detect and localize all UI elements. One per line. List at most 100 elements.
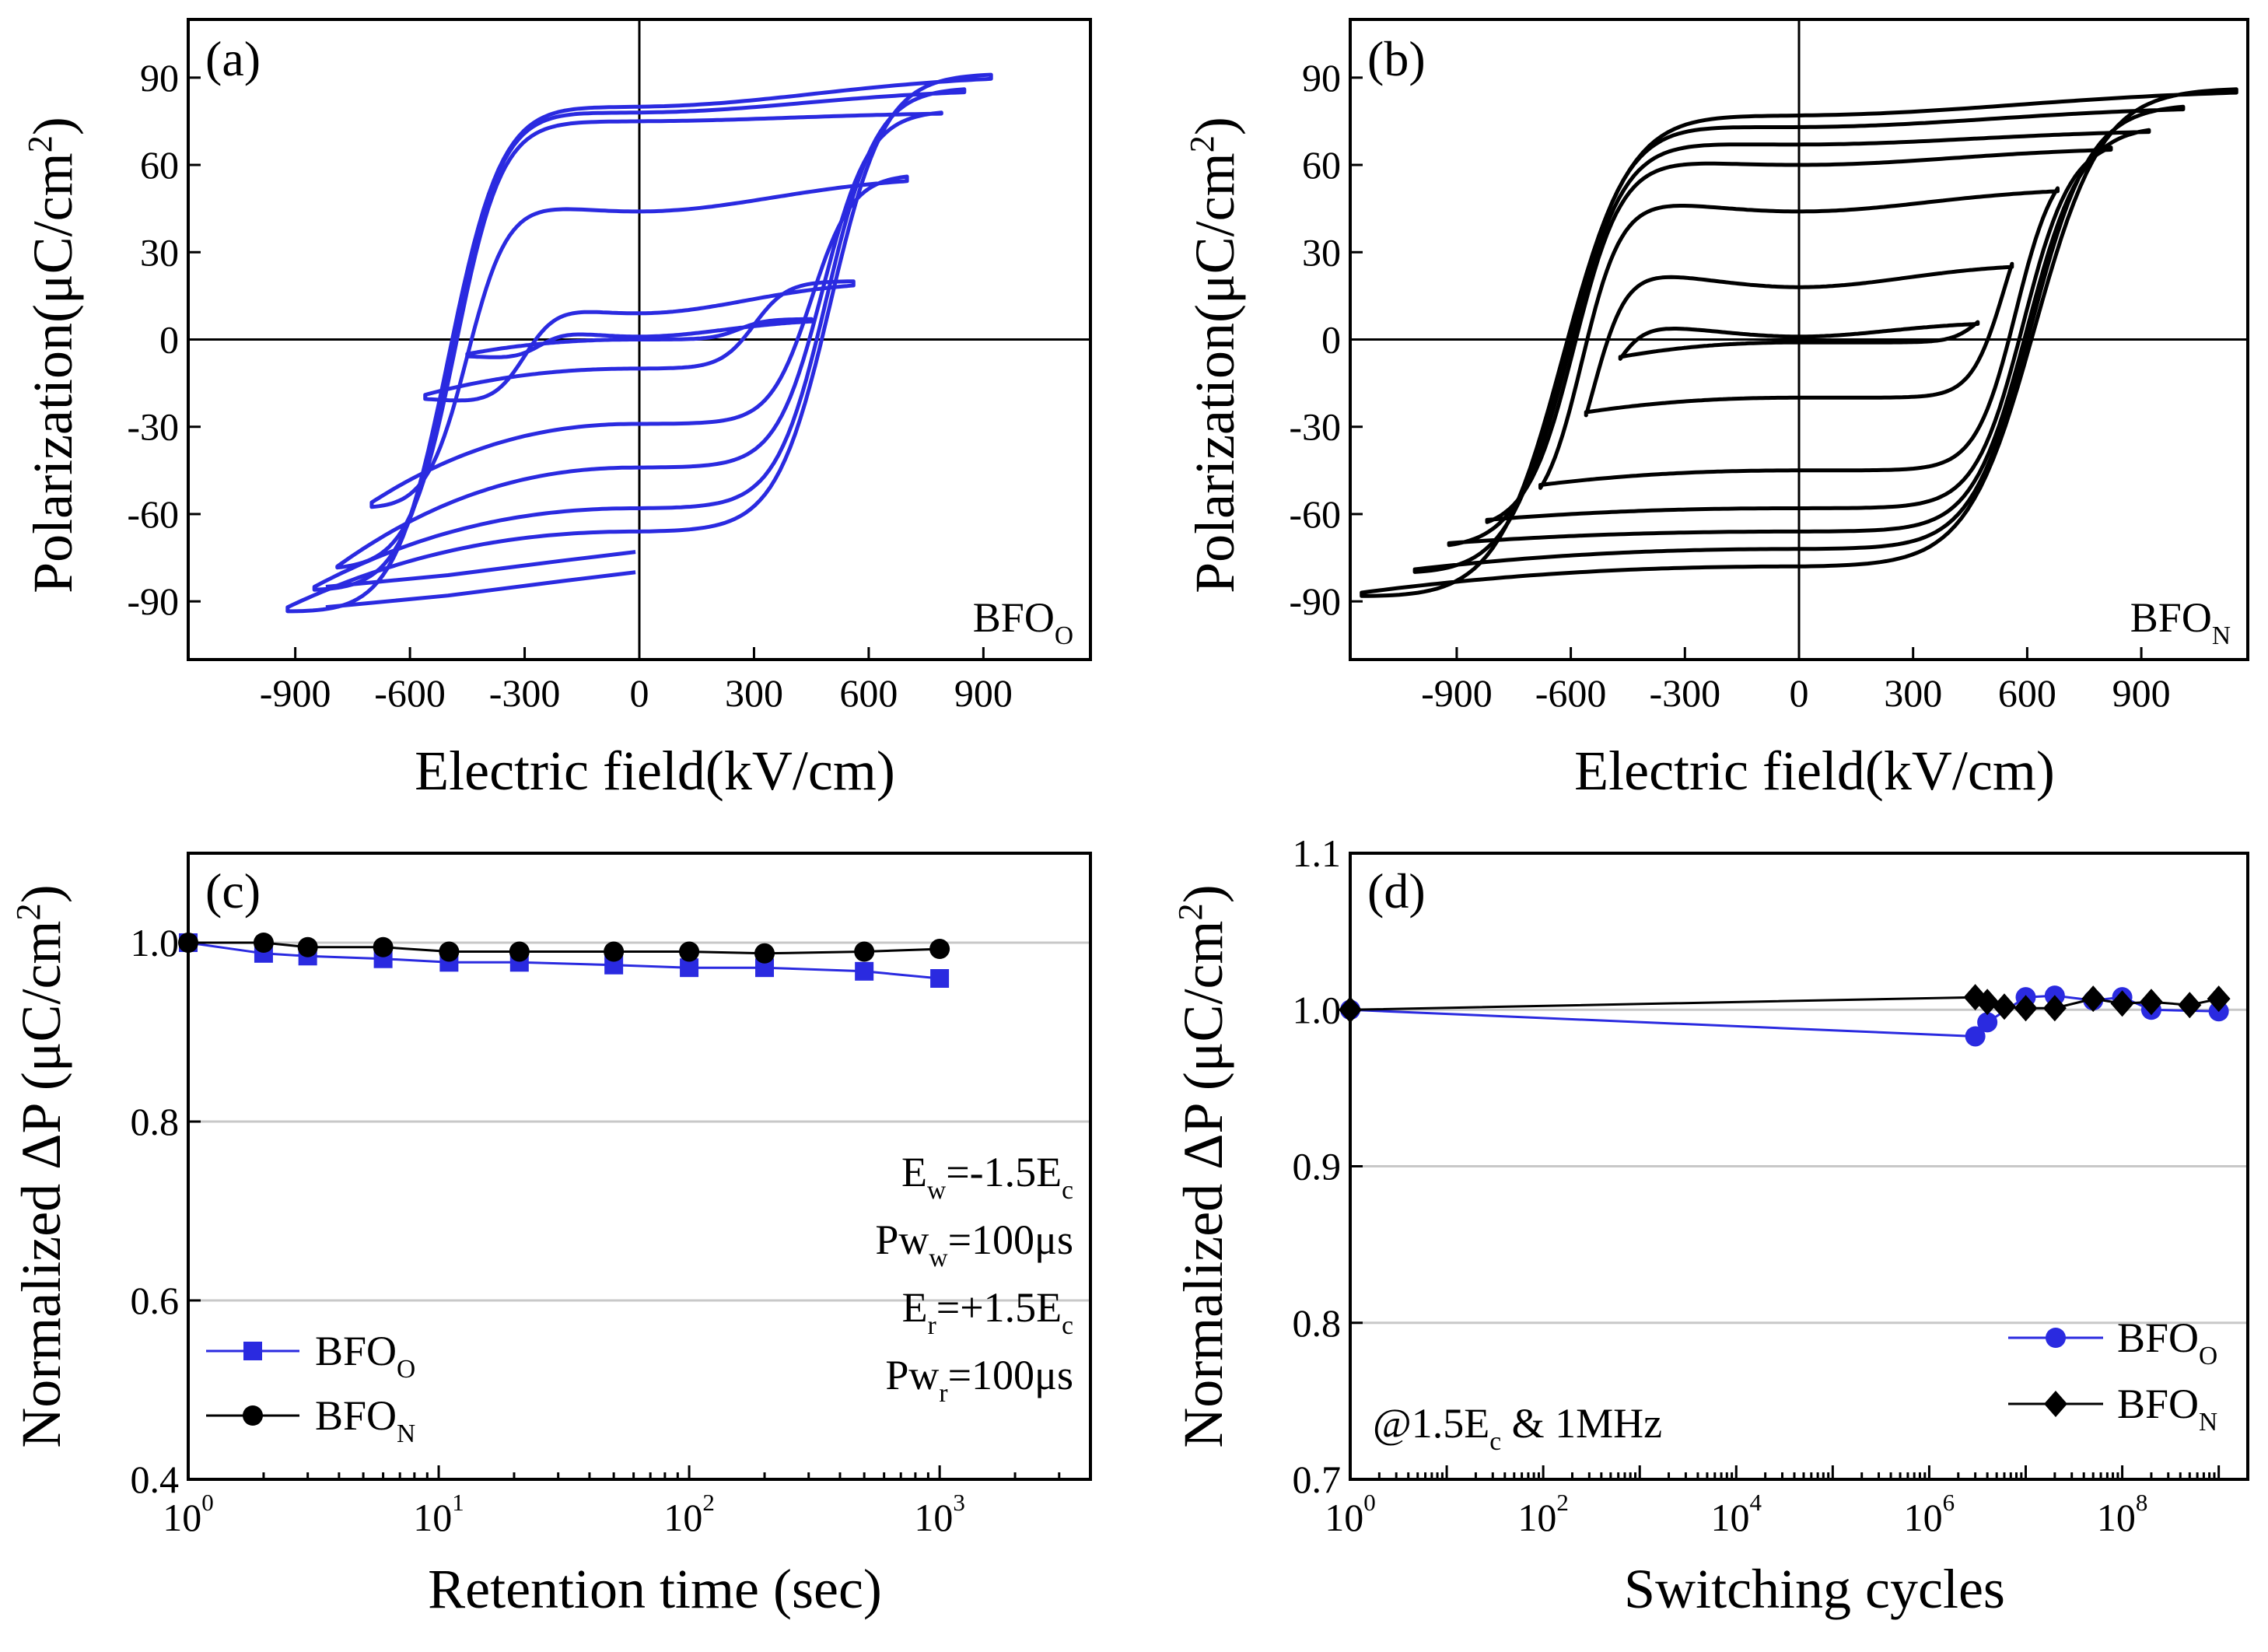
condition-text: Er=+1.5Ec bbox=[902, 1284, 1073, 1340]
x-tick-label: -300 bbox=[1649, 671, 1720, 715]
x-tick-label: -600 bbox=[1535, 671, 1607, 715]
panel-label: (d) bbox=[1367, 863, 1426, 919]
y-tick-label: 60 bbox=[140, 143, 179, 187]
y-tick-label: 0.9 bbox=[1293, 1145, 1342, 1188]
x-tick-label: 100 bbox=[163, 1489, 214, 1539]
y-tick-label: 0.6 bbox=[131, 1279, 180, 1322]
hysteresis-loop bbox=[1618, 320, 1980, 361]
y-tick-label: 0 bbox=[1321, 318, 1341, 362]
y-tick-label: 0.7 bbox=[1293, 1458, 1342, 1501]
series-BFO-N bbox=[178, 933, 950, 964]
data-point bbox=[854, 941, 875, 962]
data-point bbox=[178, 933, 198, 953]
legend-label: BFOO bbox=[315, 1328, 415, 1384]
hysteresis-loop bbox=[1485, 145, 2113, 524]
y-tick-label: 1.0 bbox=[131, 921, 180, 964]
legend-entry: BFOO bbox=[2008, 1314, 2217, 1370]
hysteresis-loop bbox=[369, 174, 909, 509]
legend-entry: BFON bbox=[2008, 1381, 2217, 1437]
x-tick-label: -600 bbox=[374, 671, 446, 715]
data-point bbox=[2042, 995, 2067, 1022]
x-tick-label: 600 bbox=[1998, 671, 2056, 715]
legend-entry: BFON bbox=[206, 1392, 415, 1448]
data-point bbox=[679, 941, 700, 962]
x-tick-label: 600 bbox=[839, 671, 898, 715]
hysteresis-loop bbox=[423, 279, 856, 403]
panel-c: 100 101 102 103 0.4 0.6 0.8 1.0 (c) Retention tim… bbox=[9, 852, 1092, 1620]
series-BFO-N bbox=[1339, 984, 2231, 1024]
y-tick-label: 0 bbox=[159, 318, 179, 362]
data-point bbox=[1977, 1012, 1998, 1033]
y-tick-label: 90 bbox=[140, 56, 179, 100]
x-tick-label: 103 bbox=[914, 1489, 965, 1539]
hysteresis-loop bbox=[335, 110, 943, 570]
y-tick-label: 60 bbox=[1302, 143, 1341, 187]
x-tick-label: 900 bbox=[954, 671, 1013, 715]
data-point bbox=[1992, 993, 2016, 1020]
data-point bbox=[1976, 989, 2000, 1016]
x-tick-label: 104 bbox=[1711, 1489, 1762, 1539]
data-point bbox=[1965, 1026, 1986, 1047]
hysteresis-loop bbox=[1412, 104, 2186, 574]
x-tick-label: 101 bbox=[413, 1489, 464, 1539]
condition-text: Pwr=100μs bbox=[885, 1352, 1073, 1408]
y-tick-label: -60 bbox=[127, 492, 179, 536]
data-point bbox=[373, 936, 394, 957]
legend-marker bbox=[243, 1342, 262, 1360]
sample-annotation: BFOO bbox=[973, 594, 1073, 650]
x-axis-title: Switching cycles bbox=[1624, 1558, 2005, 1620]
x-tick-label: 300 bbox=[1884, 671, 1942, 715]
x-tick-label: 108 bbox=[2097, 1489, 2148, 1539]
hysteresis-branch bbox=[325, 570, 636, 610]
condition-text: Pww=100μs bbox=[875, 1216, 1073, 1272]
y-tick-label: 30 bbox=[140, 230, 179, 274]
x-axis-title: Retention time (sec) bbox=[428, 1558, 882, 1620]
condition-text: Ew=-1.5Ec bbox=[901, 1149, 1073, 1205]
y-axis-title: Normalized ΔP (μC/cm2) bbox=[9, 884, 72, 1447]
hysteresis-branch bbox=[325, 550, 636, 589]
data-point bbox=[509, 941, 530, 962]
condition-text: @1.5Ec & 1MHz bbox=[1373, 1400, 1662, 1456]
hysteresis-loop bbox=[312, 87, 967, 592]
data-point bbox=[2014, 995, 2038, 1022]
y-tick-label: -30 bbox=[1289, 405, 1341, 449]
legend-marker bbox=[243, 1405, 263, 1426]
y-tick-label: 0.8 bbox=[1293, 1301, 1342, 1345]
x-tick-label: -900 bbox=[260, 671, 331, 715]
legend-label: BFOO bbox=[2117, 1314, 2217, 1370]
data-point bbox=[2139, 989, 2163, 1016]
y-tick-label: -90 bbox=[127, 579, 179, 623]
data-point bbox=[930, 969, 950, 988]
panel-label: (b) bbox=[1367, 31, 1426, 86]
hysteresis-loop bbox=[1447, 128, 2151, 548]
sample-annotation: BFON bbox=[2130, 594, 2231, 650]
panel-label: (a) bbox=[205, 31, 261, 86]
legend-marker bbox=[2046, 1328, 2066, 1348]
y-axis-title: Polarization(μC/cm2) bbox=[20, 117, 84, 593]
x-axis-title: Electric field(kV/cm) bbox=[1574, 740, 2055, 802]
panel-d: 100 102 104 106 108 0.7 0.8 0.9 1.0 1.1 (d) Switchi… bbox=[1171, 831, 2249, 1620]
hysteresis-loop bbox=[1584, 261, 2014, 418]
y-tick-label: 0.4 bbox=[131, 1458, 180, 1501]
data-point bbox=[754, 943, 775, 964]
y-axis-title: Normalized ΔP (μC/cm2) bbox=[1171, 884, 1234, 1447]
y-tick-label: 30 bbox=[1302, 230, 1341, 274]
x-axis-title: Electric field(kV/cm) bbox=[415, 740, 895, 802]
legend-marker bbox=[2044, 1391, 2067, 1417]
data-point bbox=[1339, 996, 1362, 1024]
legend-label: BFON bbox=[2117, 1381, 2217, 1437]
x-tick-label: 900 bbox=[2112, 671, 2171, 715]
x-tick-label: 102 bbox=[1517, 1489, 1569, 1539]
y-tick-label: 1.0 bbox=[1293, 988, 1342, 1031]
data-point bbox=[604, 941, 625, 962]
y-axis-title: Polarization(μC/cm2) bbox=[1182, 117, 1246, 593]
y-tick-label: -60 bbox=[1289, 492, 1341, 536]
y-tick-label: 1.1 bbox=[1293, 831, 1342, 875]
data-point bbox=[297, 936, 318, 957]
hysteresis-loop bbox=[1538, 186, 2060, 490]
x-tick-label: -300 bbox=[489, 671, 561, 715]
data-point bbox=[2178, 992, 2202, 1019]
legend-entry: BFOO bbox=[206, 1328, 415, 1384]
